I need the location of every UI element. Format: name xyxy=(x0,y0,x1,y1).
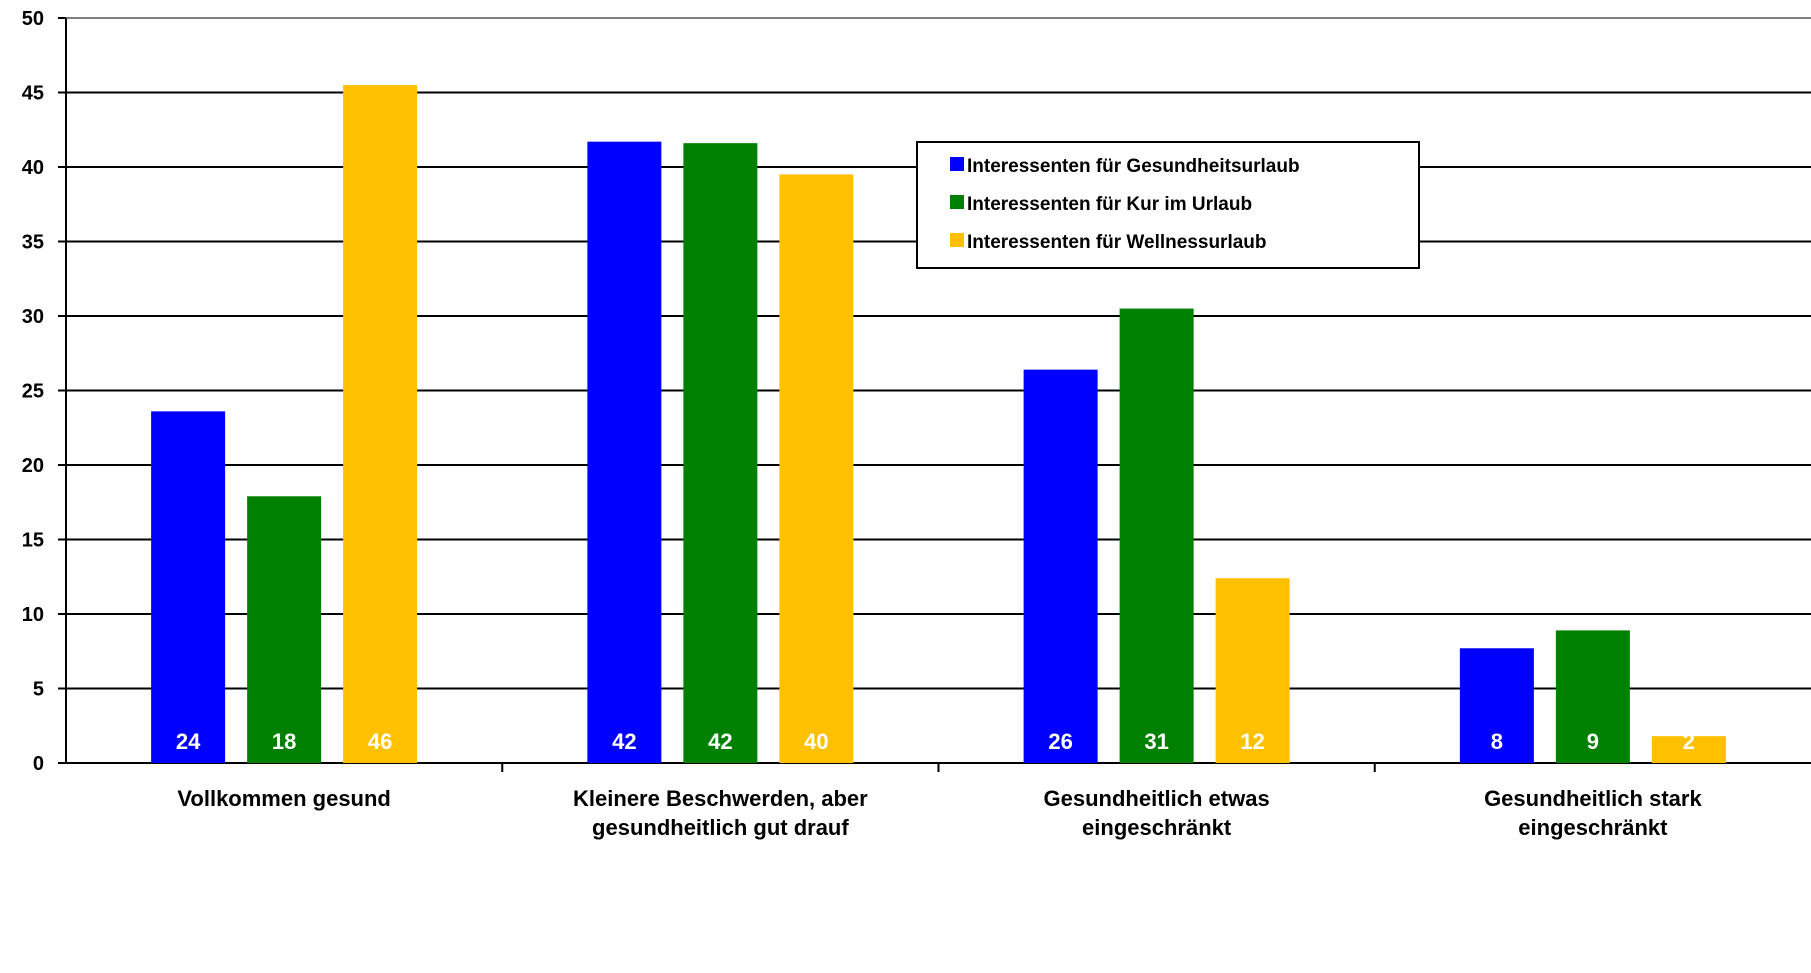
y-tick-label: 30 xyxy=(22,306,44,328)
data-label: 26 xyxy=(1048,729,1072,754)
data-label: 31 xyxy=(1144,729,1168,754)
y-tick-label: 25 xyxy=(22,381,44,403)
category-label: gesundheitlich gut drauf xyxy=(592,815,849,840)
legend-swatch xyxy=(950,233,964,247)
y-tick-label: 45 xyxy=(22,83,44,105)
data-label: 12 xyxy=(1240,729,1264,754)
data-label: 46 xyxy=(368,729,392,754)
bar xyxy=(151,411,226,763)
data-label: 9 xyxy=(1587,729,1599,754)
data-label: 18 xyxy=(272,729,296,754)
bar xyxy=(587,141,662,764)
y-tick-label: 15 xyxy=(22,530,44,552)
bar xyxy=(1215,578,1290,763)
y-tick-label: 50 xyxy=(22,8,44,30)
bar xyxy=(1555,630,1630,763)
legend-box xyxy=(916,141,1420,269)
category-label: Kleinere Beschwerden, aber xyxy=(573,786,868,811)
bar xyxy=(779,174,854,763)
bar xyxy=(343,85,418,764)
data-label: 42 xyxy=(612,729,636,754)
data-label: 42 xyxy=(708,729,732,754)
data-label: 24 xyxy=(176,729,201,754)
legend-label: Interessenten für Gesundheitsurlaub xyxy=(967,156,1300,177)
category-label: Vollkommen gesund xyxy=(177,786,391,811)
legend-swatch xyxy=(950,195,964,209)
category-label: Gesundheitlich stark xyxy=(1484,786,1702,811)
data-label: 40 xyxy=(804,729,828,754)
y-tick-label: 35 xyxy=(22,232,44,254)
category-label: eingeschränkt xyxy=(1518,815,1668,840)
y-tick-label: 10 xyxy=(22,604,44,626)
data-label: 8 xyxy=(1491,729,1503,754)
category-label: eingeschränkt xyxy=(1082,815,1232,840)
y-tick-label: 5 xyxy=(33,679,44,701)
legend-label: Interessenten für Kur im Urlaub xyxy=(967,194,1252,215)
bar xyxy=(1119,308,1194,763)
bar xyxy=(1651,736,1726,763)
y-tick-label: 20 xyxy=(22,455,44,477)
y-tick-label: 40 xyxy=(22,157,44,179)
bar xyxy=(247,496,322,763)
data-label: 2 xyxy=(1683,729,1695,754)
legend-label: Interessenten für Wellnessurlaub xyxy=(967,232,1267,253)
legend-swatch xyxy=(950,157,964,171)
y-tick-label: 0 xyxy=(33,753,44,775)
bar xyxy=(1023,369,1098,763)
bar xyxy=(1459,648,1534,763)
category-label: Gesundheitlich etwas xyxy=(1044,786,1270,811)
bar xyxy=(683,143,758,763)
